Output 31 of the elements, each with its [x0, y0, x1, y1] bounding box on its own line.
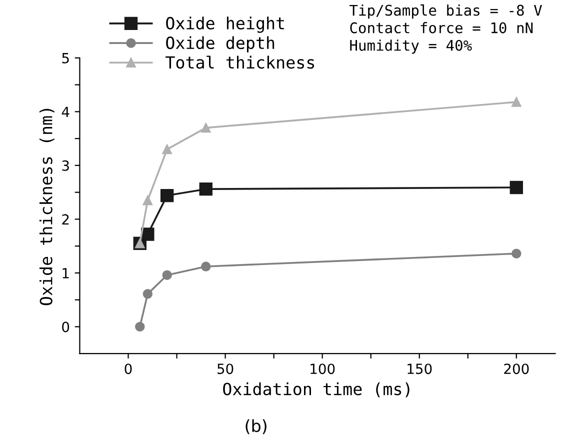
x-tick-label: 100 — [310, 364, 335, 374]
point — [199, 182, 212, 196]
point — [160, 188, 174, 202]
point — [162, 270, 172, 280]
point — [201, 122, 211, 133]
x-tick-label: 50 — [218, 364, 234, 374]
x-tick-label: 0 — [124, 364, 132, 374]
x-tick-label: 200 — [504, 364, 529, 374]
point — [512, 248, 522, 258]
legend-label: Oxide depth — [166, 36, 274, 52]
point — [141, 228, 154, 241]
x-tick-label: 150 — [408, 364, 432, 374]
point — [512, 97, 522, 107]
text: Tip/Sample bias = -8 V Contact force = 10 nN Humidity = 40% — [350, 4, 542, 54]
point — [510, 180, 524, 194]
point — [135, 322, 145, 332]
y-tick-label: 3 — [62, 160, 69, 171]
y-tick-label: 1 — [62, 268, 69, 278]
x-axis-title: Oxidation time (ms) — [223, 382, 410, 398]
point — [201, 262, 211, 272]
point — [162, 144, 172, 154]
point — [142, 289, 153, 299]
y-tick-label: 2 — [62, 214, 69, 224]
point — [142, 196, 153, 206]
y-tick-label: 4 — [62, 106, 70, 117]
text: (b) — [246, 419, 266, 434]
legend-label: Total thickness — [166, 56, 314, 69]
y-tick-label: 5 — [62, 53, 69, 64]
y-axis-title: Oxide thickness (nm) — [39, 108, 54, 306]
y-tick-label: 0 — [62, 322, 70, 332]
legend-label: Oxide height — [166, 16, 284, 33]
